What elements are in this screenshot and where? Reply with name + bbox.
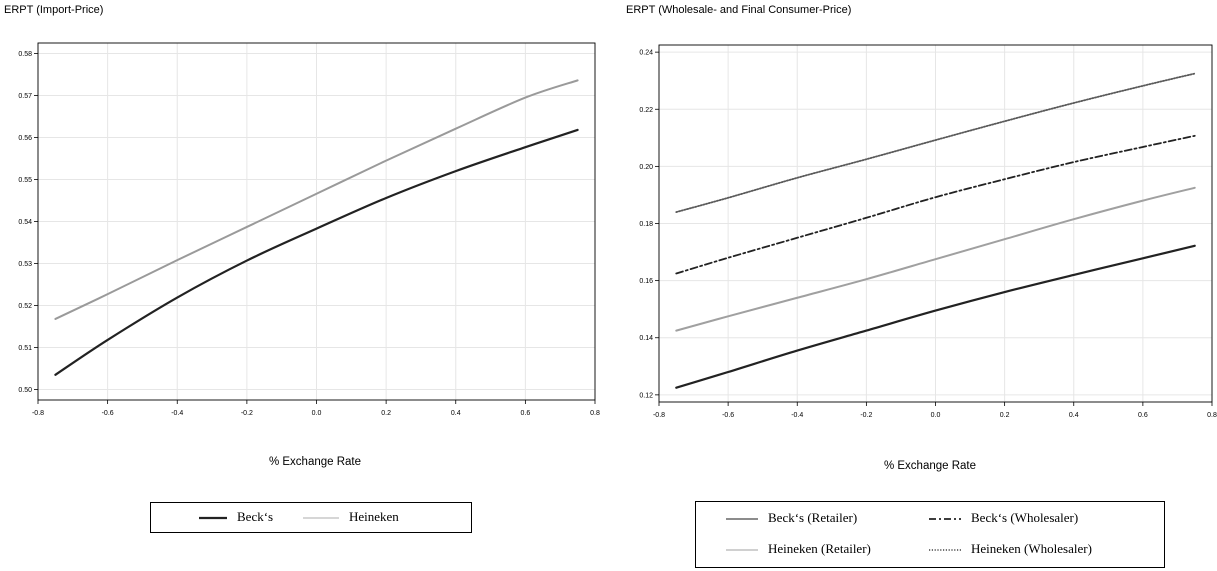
x-tick-label: 0.0 (312, 410, 322, 417)
plot-frame (658, 44, 1213, 403)
x-tick-label: 0.8 (1207, 412, 1217, 419)
legend-label-becks-wholesaler: Beck‘s (Wholesaler) (971, 510, 1079, 525)
x-tick-label: 0.0 (931, 412, 941, 419)
x-tick-label: 0.2 (1000, 412, 1010, 419)
x-tick-label: -0.4 (791, 412, 803, 419)
series-line-3 (675, 72, 1196, 213)
series-line-0 (675, 244, 1196, 389)
x-tick-label: 0.6 (521, 410, 531, 417)
x-tick-label: 0.4 (1069, 412, 1079, 419)
legend-label-becks-retailer: Beck‘s (Retailer) (768, 510, 858, 525)
y-tick-label: 0.20 (639, 164, 653, 171)
y-tick-label: 0.57 (18, 93, 32, 100)
left-x-axis-label: % Exchange Rate (268, 456, 362, 468)
y-tick-label: 0.58 (18, 51, 32, 58)
left-chart-title: ERPT (Import-Price) (4, 4, 104, 16)
legend-swatch-heineken-wholesaler (929, 549, 961, 551)
y-tick-label: 0.16 (639, 278, 653, 285)
series-line-1 (54, 79, 579, 320)
legend-item-becks-wholesaler: Beck‘s (Wholesaler) (929, 510, 1078, 526)
x-tick-label: -0.2 (241, 410, 253, 417)
x-tick-label: -0.6 (102, 410, 114, 417)
series-line-2 (675, 186, 1196, 332)
y-tick-label: 0.14 (639, 335, 653, 342)
legend-swatch-becks-wholesaler (929, 518, 961, 520)
y-tick-label: 0.18 (639, 221, 653, 228)
right-chart: -0.8 -0.6 -0.4 -0.2 0.0 0.2 0.4 0.6 0.8 0.12 0.14 0… (639, 44, 1217, 419)
series-line-0 (54, 128, 579, 376)
legend-item-becks-retailer: Beck‘s (Retailer) (726, 510, 857, 526)
y-tick-label: 0.51 (18, 345, 32, 352)
x-tick-label: -0.4 (171, 410, 183, 417)
x-tick-label: -0.6 (722, 412, 734, 419)
y-tick-label: 0.56 (18, 135, 32, 142)
legend-swatch-heineken (303, 517, 339, 519)
y-tick-label: 0.55 (18, 177, 32, 184)
legend-label-heineken-retailer: Heineken (Retailer) (768, 541, 871, 556)
y-tick-label: 0.54 (18, 219, 32, 226)
x-tick-label: -0.8 (653, 412, 665, 419)
legend-label-heineken-wholesaler: Heineken (Wholesaler) (971, 541, 1092, 556)
right-legend: Beck‘s (Retailer) Beck‘s (Wholesaler) He… (695, 501, 1165, 568)
legend-item-heineken-retailer: Heineken (Retailer) (726, 541, 871, 557)
legend-label-heineken: Heineken (349, 509, 399, 524)
x-tick-label: 0.6 (1138, 412, 1148, 419)
x-tick-label: 0.8 (590, 410, 600, 417)
legend-item-becks: Beck‘s (199, 509, 273, 525)
y-tick-label: 0.52 (18, 303, 32, 310)
y-tick-label: 0.50 (18, 387, 32, 394)
x-tick-label: 0.2 (381, 410, 391, 417)
plot-frame (37, 42, 596, 401)
series-line-1 (675, 134, 1196, 275)
x-tick-label: 0.4 (451, 410, 461, 417)
right-chart-title: ERPT (Wholesale- and Final Consumer-Pric… (626, 4, 852, 16)
legend-swatch-becks-retailer (726, 518, 758, 520)
legend-swatch-heineken-retailer (726, 549, 758, 551)
right-x-axis-label: % Exchange Rate (883, 460, 977, 472)
legend-swatch-becks (199, 516, 227, 520)
left-chart: -0.8 -0.6 -0.4 -0.2 0.0 0.2 0.4 0.6 0.8 0.50 0.51 0… (18, 42, 600, 417)
y-tick-label: 0.24 (639, 50, 653, 57)
y-tick-label: 0.22 (639, 107, 653, 114)
legend-item-heineken-wholesaler: Heineken (Wholesaler) (929, 541, 1092, 557)
x-tick-label: -0.8 (32, 410, 44, 417)
legend-item-heineken: Heineken (303, 509, 399, 525)
y-tick-label: 0.12 (639, 392, 653, 399)
legend-label-becks: Beck‘s (237, 509, 274, 524)
left-legend: Beck‘s Heineken (150, 502, 472, 533)
x-tick-label: -0.2 (860, 412, 872, 419)
y-tick-label: 0.53 (18, 261, 32, 268)
